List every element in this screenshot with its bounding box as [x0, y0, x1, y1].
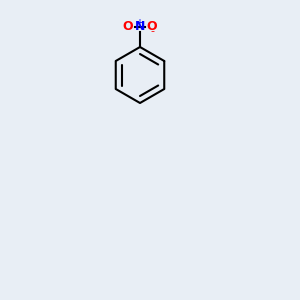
Text: O: O: [147, 20, 157, 34]
Text: +: +: [135, 18, 143, 28]
Text: O: O: [123, 20, 133, 34]
Text: -: -: [150, 26, 154, 36]
Text: N: N: [135, 20, 145, 34]
